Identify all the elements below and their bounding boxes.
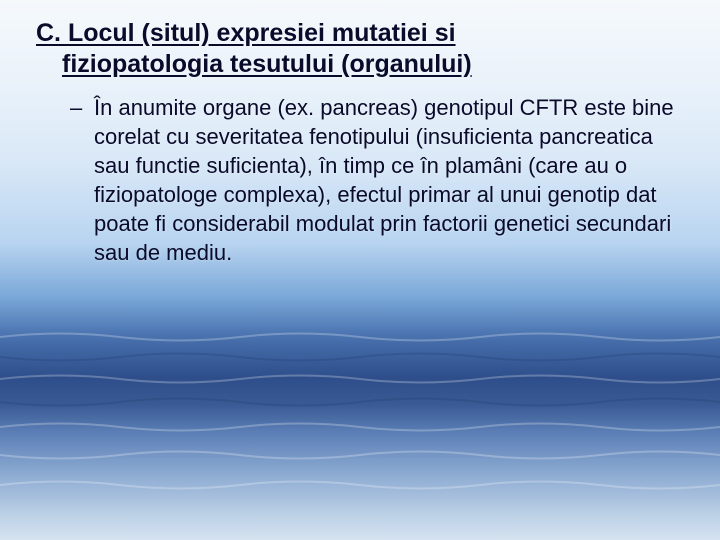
wave-icon [0, 478, 720, 492]
body-text: În anumite organe (ex. pancreas) genotip… [94, 95, 674, 265]
wave-icon [0, 448, 720, 462]
wave-icon [0, 420, 720, 434]
slide-body: –În anumite organe (ex. pancreas) genoti… [30, 93, 690, 267]
slide: C. Locul (situl) expresiei mutatiei si f… [0, 0, 720, 540]
wave-icon [0, 395, 720, 409]
title-line-1: C. Locul (situl) expresiei mutatiei si [36, 18, 690, 49]
bullet-dash-icon: – [70, 93, 94, 122]
slide-title: C. Locul (situl) expresiei mutatiei si f… [36, 18, 690, 79]
title-line-2: fiziopatologia tesutului (organului) [36, 49, 690, 80]
wave-icon [0, 350, 720, 364]
wave-icon [0, 372, 720, 386]
wave-icon [0, 330, 720, 344]
